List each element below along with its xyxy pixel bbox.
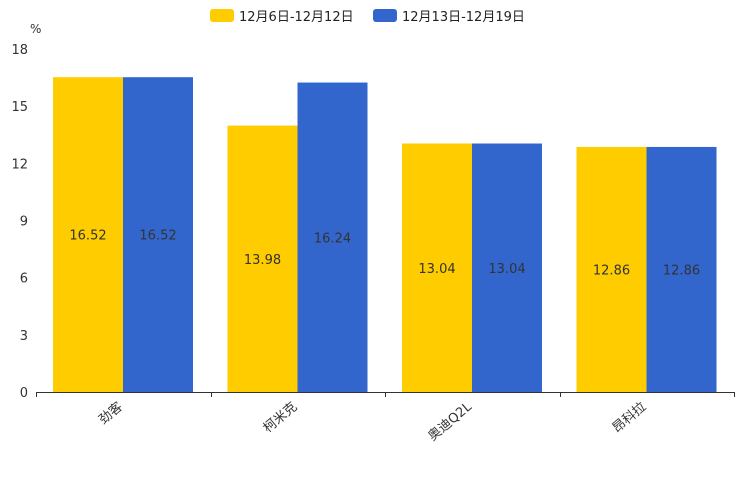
y-tick-label: 6 xyxy=(20,272,28,287)
bar-value-label: 13.04 xyxy=(418,262,455,277)
y-tick-label: 15 xyxy=(11,100,28,115)
bar-value-label: 16.52 xyxy=(69,229,106,244)
bar-2-2[interactable] xyxy=(297,82,368,392)
bar-2-4[interactable] xyxy=(646,146,717,392)
legend: 12月6日-12月12日 12月13日-12月19日 xyxy=(210,9,525,25)
x-axis: 劲客 柯米克 奥迪Q2L 昂科拉 xyxy=(36,392,735,444)
y-tick-label: 0 xyxy=(20,386,28,401)
bar-value-label: 13.04 xyxy=(488,262,525,277)
bar-1-4[interactable] xyxy=(576,146,647,392)
legend-swatch-2[interactable] xyxy=(373,9,397,22)
bar-1-3[interactable] xyxy=(402,143,472,392)
bar-value-label: 16.52 xyxy=(139,229,176,244)
bar-1-2[interactable] xyxy=(227,125,298,392)
bar-value-label: 13.98 xyxy=(244,253,281,268)
bar-value-label: 12.86 xyxy=(593,263,630,278)
y-axis: 0 3 6 9 12 15 18 xyxy=(11,43,28,401)
y-tick-label: 3 xyxy=(20,329,28,344)
bar-value-label: 16.24 xyxy=(314,231,351,246)
y-tick-label: 9 xyxy=(20,215,28,230)
y-tick-label: 12 xyxy=(11,157,28,172)
bar-2-3[interactable] xyxy=(472,143,542,392)
bar-2-1[interactable] xyxy=(123,77,193,393)
x-category-label: 昂科拉 xyxy=(610,400,650,437)
x-category-label: 柯米克 xyxy=(261,400,301,437)
x-category-label: 劲客 xyxy=(96,399,126,428)
bar-1-1[interactable] xyxy=(53,77,123,393)
legend-label-2[interactable]: 12月13日-12月19日 xyxy=(402,10,525,25)
y-tick-label: 18 xyxy=(11,43,28,58)
legend-label-1[interactable]: 12月6日-12月12日 xyxy=(239,10,354,25)
y-axis-unit-label: % xyxy=(30,22,41,36)
bars: 16.52 16.52 13.98 16.24 13.04 13.04 12.86 12.86 xyxy=(53,77,717,393)
legend-swatch-1[interactable] xyxy=(210,9,234,22)
x-category-label: 奥迪Q2L xyxy=(426,399,476,444)
bar-value-label: 12.86 xyxy=(663,263,700,278)
